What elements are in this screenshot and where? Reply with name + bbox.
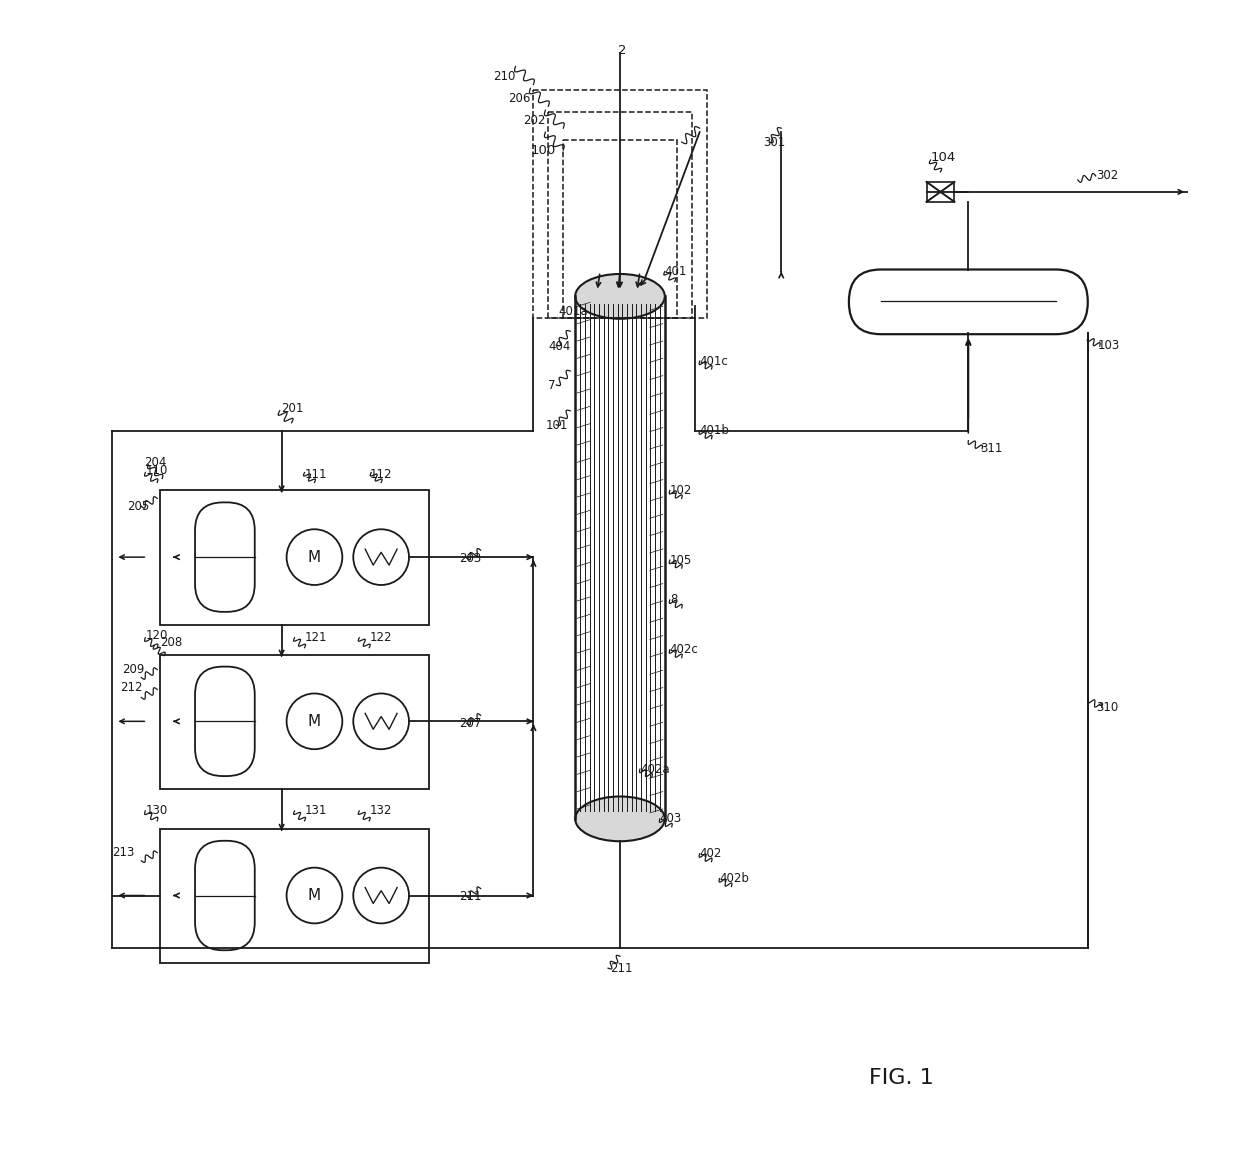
Circle shape	[353, 693, 409, 749]
Text: 104: 104	[930, 151, 956, 163]
Circle shape	[286, 693, 342, 749]
Text: M: M	[308, 714, 321, 729]
Text: 310: 310	[1096, 701, 1118, 714]
Text: 132: 132	[370, 804, 392, 817]
Text: 121: 121	[305, 631, 327, 644]
Text: 211: 211	[459, 890, 481, 903]
Text: 101: 101	[546, 419, 568, 432]
Text: 130: 130	[145, 804, 167, 817]
Text: 209: 209	[123, 663, 145, 676]
Text: 204: 204	[144, 456, 166, 469]
Text: 311: 311	[981, 442, 1003, 455]
Text: 102: 102	[670, 484, 692, 497]
Bar	[563, 140, 677, 319]
Text: 403: 403	[660, 812, 682, 825]
Text: 402: 402	[699, 847, 722, 860]
Text: 208: 208	[160, 636, 182, 649]
Bar	[160, 829, 429, 963]
Text: 402b: 402b	[719, 872, 749, 885]
Text: 111: 111	[305, 468, 327, 481]
Bar	[533, 90, 707, 319]
Text: 201: 201	[281, 403, 304, 415]
Text: 122: 122	[370, 631, 392, 644]
Circle shape	[286, 530, 342, 585]
Ellipse shape	[575, 797, 665, 841]
Text: 103: 103	[1097, 338, 1120, 351]
Text: 401c: 401c	[699, 355, 728, 368]
Text: 205: 205	[128, 499, 150, 512]
Circle shape	[353, 867, 409, 923]
Text: 212: 212	[120, 682, 143, 694]
Text: 112: 112	[370, 468, 392, 481]
Text: M: M	[308, 888, 321, 903]
Text: 120: 120	[145, 629, 167, 642]
Text: 301: 301	[764, 135, 786, 148]
Text: 110: 110	[145, 464, 167, 477]
Text: 404: 404	[548, 340, 570, 352]
Text: 210: 210	[494, 70, 516, 83]
Bar	[160, 490, 429, 624]
FancyBboxPatch shape	[195, 666, 254, 776]
Text: 401: 401	[665, 265, 687, 278]
Text: 202: 202	[523, 113, 546, 127]
Text: 105: 105	[670, 553, 692, 567]
Circle shape	[286, 867, 342, 923]
Text: 401b: 401b	[699, 425, 729, 438]
Text: 401a: 401a	[558, 305, 588, 317]
FancyBboxPatch shape	[849, 270, 1087, 334]
Text: 100: 100	[531, 144, 556, 156]
Bar	[160, 655, 429, 789]
Text: 8: 8	[670, 594, 677, 607]
Text: 302: 302	[1096, 169, 1118, 182]
Text: 2: 2	[618, 44, 626, 57]
Text: 402a: 402a	[640, 762, 670, 776]
Text: 402c: 402c	[670, 643, 698, 656]
Text: 206: 206	[508, 92, 531, 105]
Text: 131: 131	[305, 804, 327, 817]
Text: 207: 207	[459, 717, 481, 729]
FancyBboxPatch shape	[195, 840, 254, 950]
Text: 211: 211	[610, 962, 632, 974]
Ellipse shape	[575, 274, 665, 319]
Bar	[548, 112, 692, 319]
FancyBboxPatch shape	[195, 502, 254, 612]
Bar	[926, 182, 955, 202]
Text: 213: 213	[113, 846, 135, 859]
Text: FIG. 1: FIG. 1	[869, 1068, 934, 1088]
Circle shape	[353, 530, 409, 585]
Text: 203: 203	[459, 552, 481, 565]
Text: M: M	[308, 550, 321, 565]
Text: 7: 7	[548, 379, 556, 392]
